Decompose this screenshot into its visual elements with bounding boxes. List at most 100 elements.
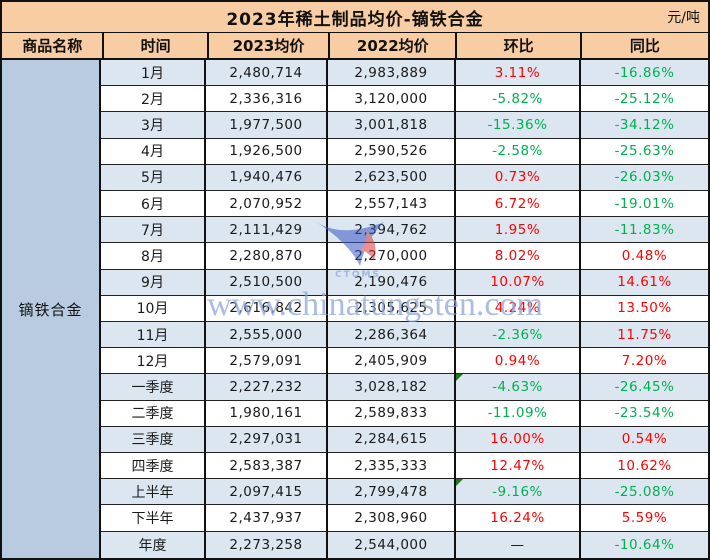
mom-value: 10.07% — [456, 269, 581, 296]
table-row: 3月 1,977,500 3,001,818 -15.36% -34.12% — [101, 112, 708, 139]
yoy-value: -23.54% — [581, 401, 708, 427]
table-row: 8月 2,280,870 2,270,000 8.02% 0.48% — [101, 243, 708, 270]
table-row: 下半年 2,437,937 2,308,960 16.24% 5.59% — [101, 505, 708, 532]
yoy-value: 0.48% — [581, 243, 708, 270]
yoy-value: -26.03% — [581, 165, 708, 192]
time-label: 三季度 — [101, 426, 206, 454]
time-label: 11月 — [101, 322, 206, 349]
mom-value: 0.73% — [456, 164, 581, 192]
yoy-value: 14.61% — [581, 270, 708, 296]
yoy-value: -19.01% — [581, 191, 708, 218]
yoy-value: -25.08% — [581, 479, 708, 506]
mom-value: 16.24% — [456, 505, 581, 532]
price-2022-value: 2,308,960 — [328, 505, 456, 532]
price-2023-value: 2,510,500 — [206, 269, 328, 296]
table-row: 四季度 2,583,387 2,335,333 12.47% 10.62% — [101, 453, 708, 480]
time-label: 9月 — [101, 269, 206, 296]
price-2022-value: 2,983,889 — [328, 60, 456, 87]
product-name-cell: 镝铁合金 — [2, 60, 101, 558]
table-row: 10月 2,616,842 2,305,625 4.24% 13.50% — [101, 295, 708, 323]
mom-value: 4.24% — [456, 295, 581, 323]
mom-value: -4.63% — [456, 374, 581, 401]
price-2023-value: 2,437,937 — [206, 505, 328, 532]
price-2023-value: 2,097,415 — [206, 479, 328, 506]
time-label: 四季度 — [101, 453, 206, 480]
table-row: 一季度 2,227,232 3,028,182 -4.63% -26.45% — [101, 374, 708, 401]
price-2022-value: 2,589,833 — [328, 400, 456, 427]
header-2023-avg: 2023均价 — [208, 33, 331, 60]
price-2022-value: 2,544,000 — [328, 531, 456, 558]
header-2022-avg: 2022均价 — [330, 33, 458, 60]
table-row: 12月 2,579,091 2,405,909 0.94% 7.20% — [101, 348, 708, 375]
table-row: 三季度 2,297,031 2,284,615 16.00% 0.54% — [101, 426, 708, 454]
mom-value: -2.36% — [456, 322, 581, 349]
table-row: 5月 1,940,476 2,623,500 0.73% -26.03% — [101, 164, 708, 192]
mom-value: -5.82% — [456, 86, 581, 113]
time-label: 8月 — [101, 243, 206, 270]
data-rows-container: 1月 2,480,714 2,983,889 3.11% -16.86% 2月 2,336,… — [101, 60, 708, 558]
time-label: 下半年 — [101, 505, 206, 532]
header-yoy: 同比 — [581, 33, 708, 60]
time-label: 3月 — [101, 112, 206, 139]
time-label: 上半年 — [101, 479, 206, 506]
time-label: 年度 — [101, 531, 206, 558]
mom-value: -15.36% — [456, 112, 581, 139]
price-2023-value: 2,336,316 — [206, 86, 328, 113]
price-2023-value: 2,579,091 — [206, 348, 328, 375]
table-row: 4月 1,926,500 2,590,526 -2.58% -25.63% — [101, 138, 708, 165]
price-2023-value: 2,480,714 — [206, 60, 328, 87]
time-label: 7月 — [101, 217, 206, 244]
time-label: 5月 — [101, 164, 206, 192]
table-row: 上半年 2,097,415 2,799,478 -9.16% -25.08% — [101, 479, 708, 506]
price-2022-value: 3,001,818 — [328, 112, 456, 139]
price-2022-value: 2,286,364 — [328, 322, 456, 349]
mom-value: -2.58% — [456, 138, 581, 165]
table-row: 1月 2,480,714 2,983,889 3.11% -16.86% — [101, 60, 708, 87]
table-row: 二季度 1,980,161 2,589,833 -11.09% -23.54% — [101, 400, 708, 427]
table-row: 年度 2,273,258 2,544,000— -10.64% — [101, 531, 708, 558]
price-2022-value: 2,305,625 — [328, 295, 456, 323]
mom-value: 6.72% — [456, 191, 581, 218]
yoy-value: -25.12% — [581, 86, 708, 113]
page-title: 2023年稀土制品均价-镝铁合金 — [226, 9, 484, 30]
yoy-value: -34.12% — [581, 112, 708, 139]
price-2022-value: 2,557,143 — [328, 191, 456, 218]
price-2022-value: 2,284,615 — [328, 426, 456, 454]
mom-value: 16.00% — [456, 426, 581, 454]
price-2023-value: 2,583,387 — [206, 453, 328, 480]
yoy-value: 10.62% — [581, 453, 708, 480]
mom-value: 8.02% — [456, 243, 581, 270]
table-row: 9月 2,510,500 2,190,476 10.07% 14.61% — [101, 269, 708, 296]
time-label: 二季度 — [101, 400, 206, 427]
table-title-bar: 2023年稀土制品均价-镝铁合金 元/吨 — [2, 2, 708, 33]
mom-value: 1.95% — [456, 217, 581, 244]
price-2022-value: 3,120,000 — [328, 86, 456, 113]
yoy-value: 7.20% — [581, 348, 708, 375]
header-time: 时间 — [104, 33, 209, 60]
time-label: 1月 — [101, 60, 206, 87]
price-2023-value: 2,280,870 — [206, 243, 328, 270]
price-2023-value: 1,980,161 — [206, 400, 328, 427]
price-2022-value: 2,335,333 — [328, 453, 456, 480]
yoy-value: -26.45% — [581, 374, 708, 401]
yoy-value: -11.83% — [581, 217, 708, 244]
mom-value: -9.16% — [456, 479, 581, 506]
yoy-value: 11.75% — [581, 322, 708, 349]
price-2023-value: 2,227,232 — [206, 374, 328, 401]
price-2022-value: 2,405,909 — [328, 348, 456, 375]
price-2023-value: 2,070,952 — [206, 191, 328, 218]
price-2022-value: 2,623,500 — [328, 164, 456, 192]
mom-value: — — [456, 531, 581, 558]
mom-value: -11.09% — [456, 400, 581, 427]
yoy-value: 0.54% — [581, 427, 708, 454]
table-row: 6月 2,070,952 2,557,143 6.72% -19.01% — [101, 191, 708, 218]
yoy-value: 5.59% — [581, 505, 708, 532]
price-2022-value: 2,590,526 — [328, 138, 456, 165]
yoy-value: -16.86% — [581, 60, 708, 87]
mom-value: 12.47% — [456, 453, 581, 480]
time-label: 一季度 — [101, 374, 206, 401]
price-2022-value: 3,028,182 — [328, 374, 456, 401]
price-2023-value: 1,926,500 — [206, 138, 328, 165]
time-label: 6月 — [101, 191, 206, 218]
unit-label: 元/吨 — [667, 10, 700, 26]
